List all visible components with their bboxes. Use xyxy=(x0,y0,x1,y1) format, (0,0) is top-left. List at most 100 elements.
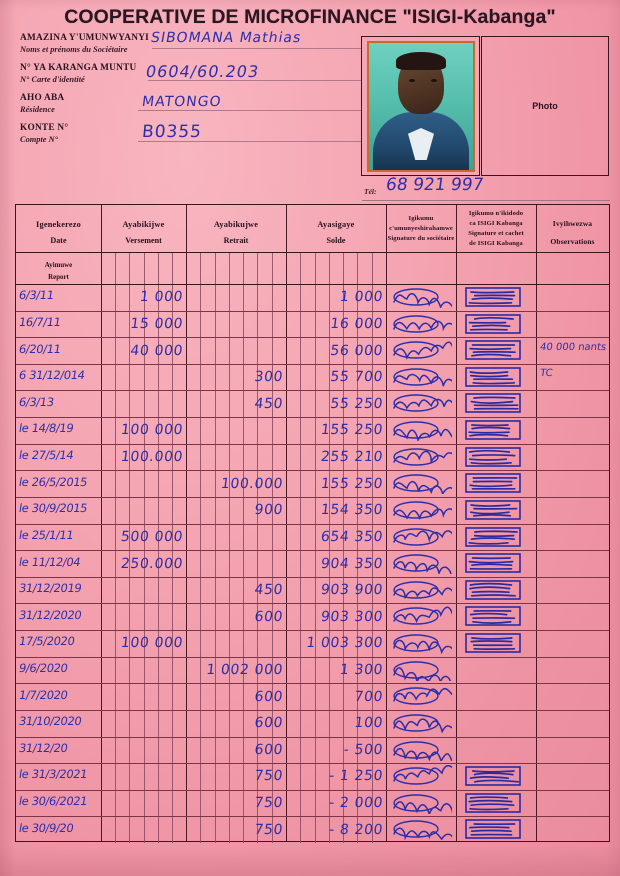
digit-guide xyxy=(300,252,302,843)
ledger-cell-date: 6 31/12/014 xyxy=(17,368,86,383)
ledger-cell-date: 17/5/2020 xyxy=(17,634,76,649)
row-rule-2 xyxy=(16,337,609,339)
isigi-stamp-mark xyxy=(462,392,524,414)
row-rule-7 xyxy=(16,470,609,472)
field-label-french: Résidence xyxy=(20,105,55,114)
isigi-stamp-mark xyxy=(462,552,524,574)
column-header-retrait: Ayabikujwe Retrait xyxy=(213,220,259,245)
ledger-cell-solde: 155 250 xyxy=(319,475,384,492)
telephone-value: 68 921 997 xyxy=(384,175,485,195)
ledger-cell-date: 1/7/2020 xyxy=(17,687,69,702)
digit-guide xyxy=(200,252,202,843)
member-name-value: SIBOMANA Mathias xyxy=(149,30,303,46)
member-signature-mark xyxy=(390,605,455,627)
ledger-cell-solde: 100 xyxy=(353,715,384,732)
ledger-cell-versement: 100.000 xyxy=(119,449,184,466)
photo-placeholder-box: Photo xyxy=(481,36,609,176)
ledger-cell-retrait: 600 xyxy=(253,688,284,705)
ledger-cell-versement: 100 000 xyxy=(119,422,184,439)
digit-guide xyxy=(143,252,145,843)
row-rule-19 xyxy=(16,789,609,791)
ledger-cell-versement: 500 000 xyxy=(119,528,184,545)
photo-frame xyxy=(367,41,475,172)
ledger-cell-observations: TC xyxy=(539,368,554,380)
ledger-cell-versement: 100 000 xyxy=(119,635,184,652)
ledger-cell-date: le 25/1/11 xyxy=(17,527,75,542)
member-signature-mark xyxy=(390,712,455,734)
digit-guide xyxy=(129,252,131,843)
ledger-cell-date: le 27/5/14 xyxy=(17,448,75,463)
ledger-cell-retrait: 450 xyxy=(253,395,284,412)
row-rule-20 xyxy=(16,816,609,818)
digit-guide xyxy=(357,252,359,843)
ledger-cell-date: 6/20/11 xyxy=(17,341,62,356)
identity-field-id: N° YA KARANGA MUNTU N° Carte d'identité … xyxy=(20,62,375,93)
ledger-cell-solde: 154 350 xyxy=(319,502,384,519)
photo-subject-eye-left xyxy=(409,79,415,82)
ledger-cell-solde: - 8 200 xyxy=(328,821,384,838)
ledger-cell-date: le 31/3/2021 xyxy=(17,767,89,782)
ledger-cell-solde: - 500 xyxy=(342,741,384,758)
member-signature-mark xyxy=(390,792,454,816)
digit-guide xyxy=(214,252,216,843)
member-signature-mark xyxy=(390,659,453,686)
member-signature-mark xyxy=(390,339,455,361)
isigi-stamp-mark xyxy=(462,366,524,388)
digit-guide xyxy=(228,252,230,843)
row-rule-1 xyxy=(16,310,609,312)
field-rule xyxy=(152,48,375,49)
ledger-cell-retrait: 750 xyxy=(253,821,284,838)
row-rule-9 xyxy=(16,523,609,525)
ledger-cell-solde: 255 210 xyxy=(319,449,384,466)
member-signature-mark xyxy=(390,472,456,497)
identity-block: AMAZINA Y'UMUNWYANYI Noms et prénoms du … xyxy=(20,30,375,153)
isigi-stamp-mark xyxy=(462,446,524,468)
member-signature-mark xyxy=(390,286,454,310)
member-signature-mark xyxy=(390,818,454,841)
photo-subject-hair xyxy=(396,52,446,70)
isigi-stamp-mark xyxy=(462,605,524,627)
photo-placeholder-label: Photo xyxy=(532,101,558,111)
ledger-cell-solde: - 1 250 xyxy=(328,768,384,785)
ledger-cell-date: le 26/5/2015 xyxy=(17,474,89,489)
digit-guide xyxy=(257,252,259,843)
ledger-cell-retrait: 1 002 000 xyxy=(205,661,284,678)
digit-guide xyxy=(271,252,273,843)
digit-guide xyxy=(157,252,159,843)
ledger-cell-date: 16/7/11 xyxy=(17,314,62,329)
member-signature-mark xyxy=(390,552,452,576)
member-signature-mark xyxy=(390,632,455,655)
field-rule xyxy=(148,80,375,81)
row-rule-4 xyxy=(16,390,609,392)
digit-guide xyxy=(343,252,345,843)
isigi-stamp-mark xyxy=(462,313,524,335)
field-rule xyxy=(138,110,375,111)
ledger-cell-solde: 654 350 xyxy=(319,528,384,545)
ledger-cell-solde: 155 250 xyxy=(319,422,384,439)
ledger-cell-solde: 56 000 xyxy=(329,342,384,359)
column-header-solde: Ayasigaye Solde xyxy=(317,220,355,245)
member-signature-mark xyxy=(390,765,456,787)
ledger-cell-solde: - 2 000 xyxy=(328,795,384,812)
residence-value: MATONGO xyxy=(141,94,223,110)
isigi-stamp-mark xyxy=(462,419,524,441)
column-divider-1 xyxy=(186,205,187,841)
field-label-french: N° Carte d'identité xyxy=(20,75,85,84)
isigi-stamp-mark xyxy=(462,339,524,361)
account-number-value: B0355 xyxy=(141,122,203,142)
ledger-cell-solde: 55 700 xyxy=(329,369,384,386)
ledger-cell-retrait: 600 xyxy=(253,741,284,758)
ledger-cell-date: 31/10/2020 xyxy=(17,714,83,729)
ledger-cell-observations: 40 000 nants xyxy=(539,341,607,353)
ledger-cell-versement: 1 000 xyxy=(138,289,184,306)
ledger-cell-solde: 903 900 xyxy=(319,582,384,599)
ledger-cell-retrait: 600 xyxy=(253,608,284,625)
ledger-cell-solde: 1 300 xyxy=(338,661,384,678)
column-divider-3 xyxy=(386,205,387,841)
field-label-kirundi: AMAZINA Y'UMUNWYANYI xyxy=(20,33,150,43)
row-rule-18 xyxy=(16,763,609,765)
ledger-cell-retrait: 750 xyxy=(253,768,284,785)
digit-guide xyxy=(243,252,245,843)
field-label-kirundi: N° YA KARANGA MUNTU xyxy=(20,63,137,73)
field-label-french: Noms et prénoms du Sociétaire xyxy=(20,45,128,54)
